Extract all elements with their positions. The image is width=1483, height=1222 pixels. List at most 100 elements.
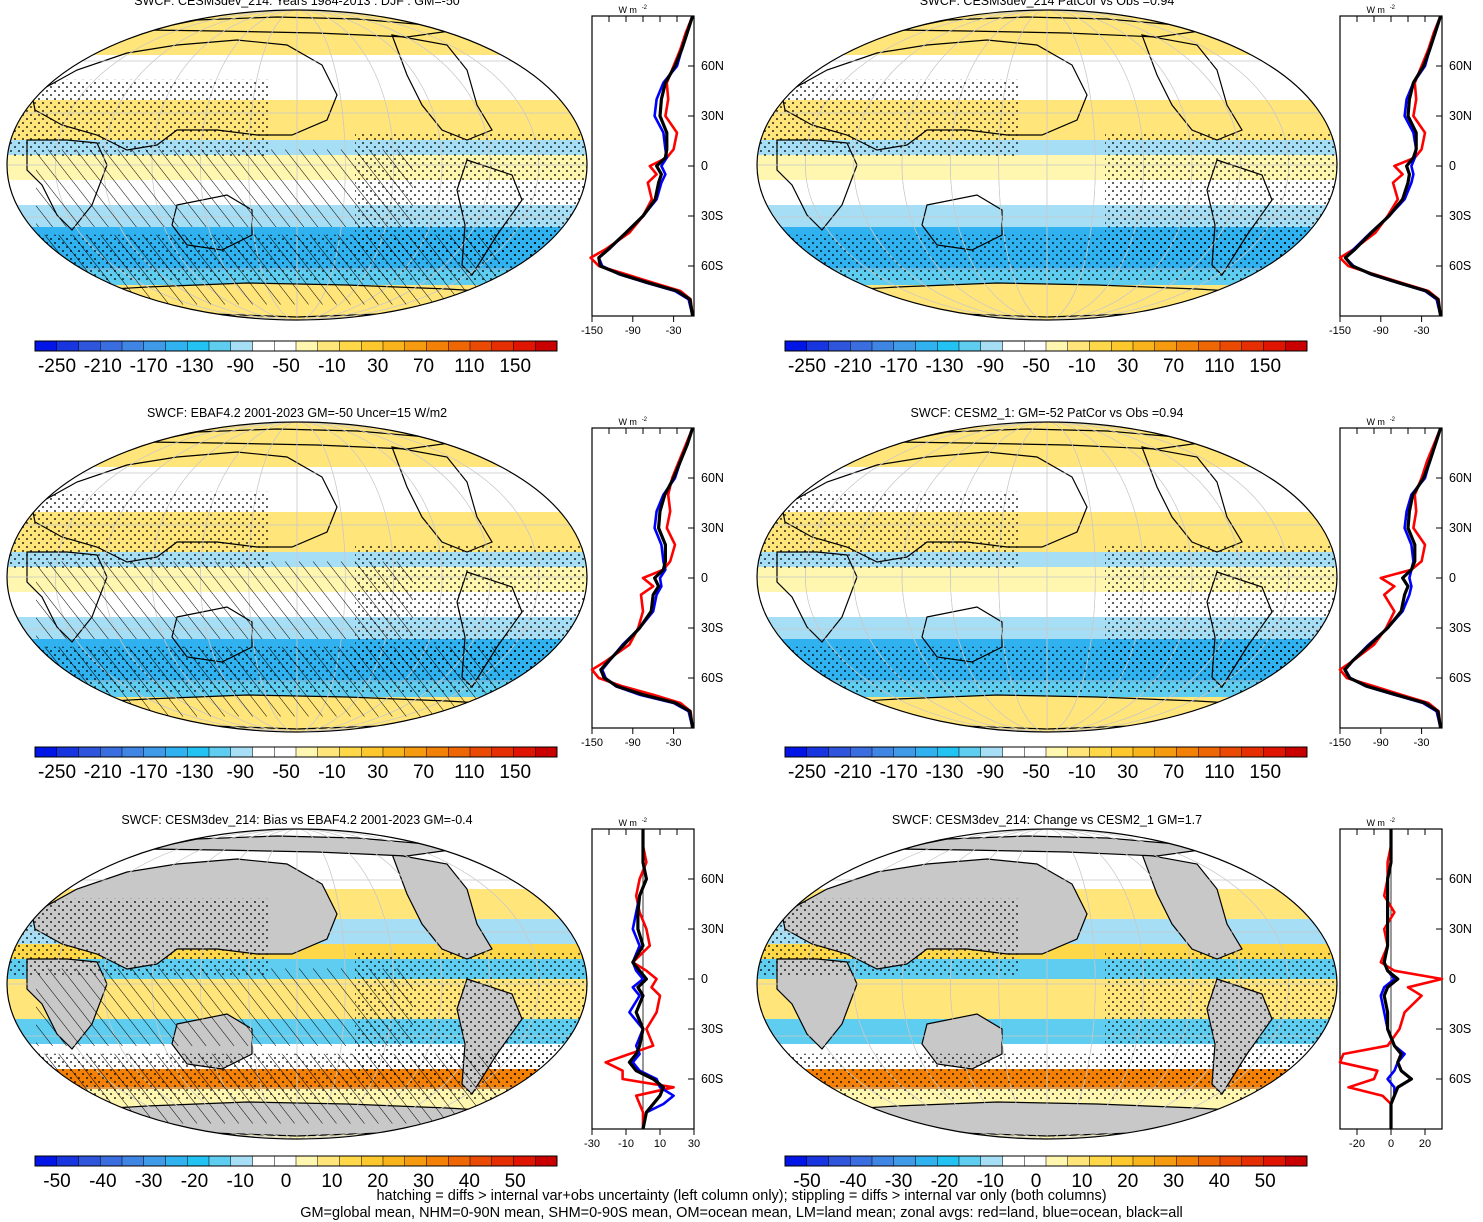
zonal-line-all: [1382, 829, 1414, 1129]
colorbar-swatch: [252, 340, 275, 352]
colorbar-tick-label: -130: [175, 356, 213, 377]
colorbar-swatch: [295, 1155, 319, 1167]
colorbar-swatch: [784, 340, 808, 352]
colorbar-tick-label: 70: [413, 356, 434, 377]
colorbar-2: -250 -210 -170 -130 -90 -50 -10 30 70 110 150: [784, 340, 1308, 377]
colorbar-tick-label: 70: [1163, 356, 1184, 377]
colorbar-tick-label: -170: [130, 356, 168, 377]
colorbar-swatch: [1154, 340, 1177, 352]
zonal-x-label: -90: [1373, 325, 1389, 337]
colorbar-swatch: [1285, 1155, 1308, 1167]
zonal-lat-label: 60N: [701, 471, 724, 485]
colorbar-tick-label: -170: [880, 762, 918, 783]
colorbar-swatch: [1263, 1155, 1286, 1167]
colorbar-tick-label: -250: [38, 762, 76, 783]
zonal-line-land: [604, 829, 675, 1129]
colorbar-swatch: [295, 746, 319, 758]
zonal-lat-label: 30S: [1449, 1022, 1471, 1036]
colorbar-swatch: [252, 746, 275, 758]
colorbar-tick-label: 70: [413, 762, 434, 783]
colorbar-swatch: [121, 340, 145, 352]
map-field-5: [7, 829, 587, 1139]
colorbar-tick-label: -10: [1068, 762, 1095, 783]
colorbar-swatch: [491, 746, 514, 758]
zonal-x-label: -150: [1329, 325, 1351, 337]
colorbar-tick-label: 10: [321, 1171, 342, 1192]
colorbar-tick-label: 40: [459, 1171, 480, 1192]
colorbar-swatch: [208, 746, 232, 758]
zonal-unit-exponent: -2: [642, 818, 648, 824]
colorbar-swatch: [165, 340, 188, 352]
map-panel-1: SWCF: CESM3dev_214: Years 1984-2013 : DJ…: [6, 0, 588, 321]
colorbar-swatch: [448, 1155, 471, 1167]
continent-7: [465, 428, 539, 453]
colorbar-tick-label: -250: [788, 762, 826, 783]
colorbar-swatch: [1045, 746, 1069, 758]
colorbar-frame: [784, 340, 1308, 352]
colorbar-swatch: [806, 340, 829, 352]
colorbar-swatch: [230, 1155, 253, 1167]
colorbar-swatch: [1132, 1155, 1156, 1167]
colorbar-swatch: [871, 340, 895, 352]
map-panel-3: SWCF: EBAF4.2 2001-2023 GM=-50 Uncer=15 …: [6, 406, 588, 733]
zonal-lat-label: 30N: [701, 922, 724, 936]
colorbar-tick-label: 110: [454, 356, 484, 377]
zonal-x-label: 0: [1388, 1138, 1394, 1150]
colorbar-swatch: [893, 746, 916, 758]
colorbar-swatch: [893, 340, 916, 352]
colorbar-swatch: [448, 340, 471, 352]
footer-line-1: hatching = diffs > internal var+obs unce…: [376, 1188, 1107, 1204]
zonal-lat-label: 60N: [1449, 59, 1472, 73]
stipple-overlay: [757, 646, 1337, 694]
colorbar-swatch: [491, 1155, 514, 1167]
stipple-overlay: [7, 491, 268, 570]
colorbar-swatch: [1111, 1155, 1134, 1167]
colorbar-swatch: [915, 1155, 938, 1167]
colorbar-swatch: [915, 340, 938, 352]
zonal-unit-label: W m: [1366, 818, 1385, 828]
colorbar-tick-label: -10: [977, 1171, 1004, 1192]
colorbar-swatch: [1285, 746, 1308, 758]
zonal-lat-label: 30S: [701, 621, 723, 635]
colorbar-5: -50 -40 -30 -20 -10 0 10 20 30 40 50: [34, 1155, 558, 1192]
colorbar-tick-label: -40: [89, 1171, 116, 1192]
hatch-overlay: [36, 968, 413, 1046]
zonal-line-land: [590, 427, 694, 729]
colorbar-tick-label: 110: [454, 762, 484, 783]
colorbar-tick-label: -50: [1022, 356, 1049, 377]
colorbar-swatch: [404, 1155, 427, 1167]
colorbar-tick-label: -30: [135, 1171, 162, 1192]
colorbar-swatch: [958, 340, 982, 352]
zonal-lat-label: 0: [1449, 571, 1456, 585]
colorbar-swatch: [252, 1155, 275, 1167]
colorbar-swatch: [187, 746, 210, 758]
colorbar-swatch: [958, 1155, 982, 1167]
hatch-overlay: [7, 234, 500, 305]
zonal-line-all: [1343, 15, 1443, 317]
colorbar-swatch: [1024, 340, 1047, 352]
colorbar-tick-label: -90: [977, 356, 1004, 377]
colorbar-swatch: [1154, 1155, 1177, 1167]
colorbar-swatch: [1176, 746, 1199, 758]
colorbar-swatch: [1241, 340, 1264, 352]
colorbar-swatch: [339, 746, 362, 758]
zonal-lat-label: 60N: [1449, 872, 1472, 886]
zonal-lat-label: 30N: [1449, 521, 1472, 535]
colorbar-tick-label: -90: [227, 762, 254, 783]
colorbar-swatch: [828, 1155, 851, 1167]
zonal-x-label: -150: [581, 325, 603, 337]
continent-7: [1215, 16, 1289, 41]
colorbar-swatch: [143, 340, 166, 352]
zonal-avg-panel-3: 60N 30N 0 30S 60S -150 -90 -30 W m -2: [581, 417, 724, 749]
colorbar-swatch: [958, 746, 982, 758]
colorbar-swatch: [535, 1155, 558, 1167]
zonal-avg-panel-6: 60N 30N 0 30S 60S -20 0 20 W m -2: [1338, 818, 1472, 1150]
colorbar-swatch: [143, 746, 166, 758]
colorbar-swatch: [1219, 1155, 1243, 1167]
zonal-lat-label: 60S: [701, 1072, 723, 1086]
colorbar-swatch: [339, 1155, 362, 1167]
zonal-avg-panel-1: 60N 30N 0 30S 60S -150 -90 -30 W m -2: [581, 5, 724, 337]
graticule-meridian: [998, 829, 1096, 1139]
colorbar-swatch: [295, 340, 319, 352]
colorbar-swatch: [78, 746, 101, 758]
